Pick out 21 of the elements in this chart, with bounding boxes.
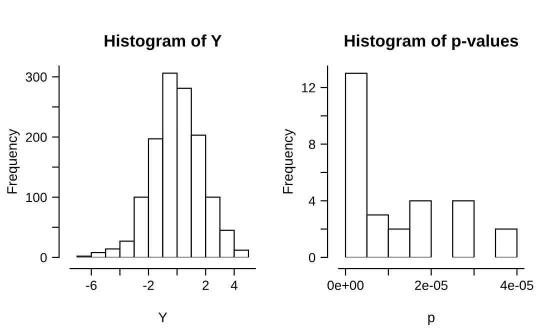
x-tick-label: 2e-05 xyxy=(415,280,448,290)
x-tick-label: -6 xyxy=(86,280,97,290)
y-tick-label: 12 xyxy=(302,83,316,92)
y-tick-label: 200 xyxy=(26,132,47,142)
y-tick-label: 4 xyxy=(308,196,316,206)
y-tick-label: 0 xyxy=(40,252,47,262)
y-tick-label: 0 xyxy=(308,252,316,262)
x-axis-title: p xyxy=(428,314,435,326)
y-axis-title: Frequency xyxy=(283,128,296,194)
x-tick-label: 4e-05 xyxy=(500,280,534,290)
x-tick-label: 2 xyxy=(202,280,209,290)
chart-title: Histogram of Y xyxy=(104,34,222,50)
x-tick-label: -2 xyxy=(143,280,154,290)
x-tick-label: 4 xyxy=(230,280,238,290)
x-tick-label: 0e+00 xyxy=(328,280,364,290)
y-axis-title: Frequency xyxy=(7,128,20,194)
x-axis-title: Y xyxy=(158,312,168,322)
y-tick-label: 100 xyxy=(26,192,47,202)
y-tick-label: 8 xyxy=(308,140,316,150)
chart-title: Histogram of p-values xyxy=(344,34,518,50)
y-tick-label: 300 xyxy=(26,72,47,82)
